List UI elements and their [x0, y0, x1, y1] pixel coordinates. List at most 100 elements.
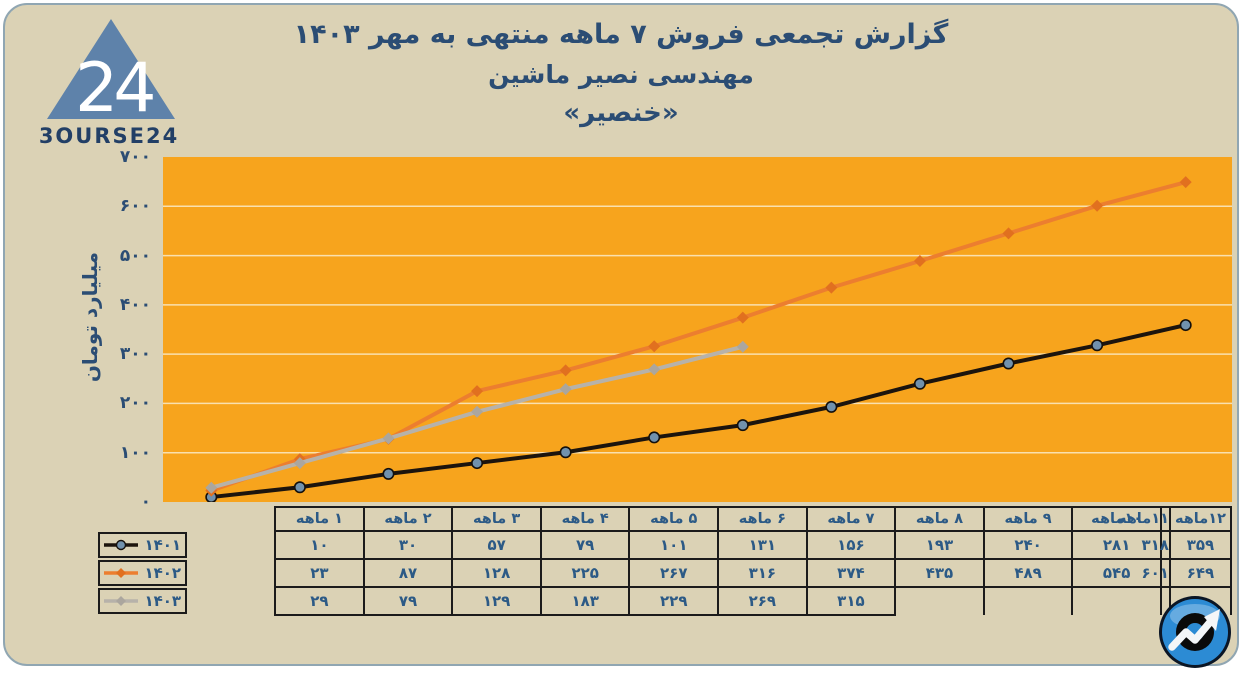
legend-marker-icon [104, 539, 139, 551]
month-header-cell: ۴ ماهه [539, 506, 631, 532]
data-point [559, 446, 572, 459]
value-cell [982, 586, 1074, 615]
legend-marker-icon [104, 596, 139, 606]
data-point [471, 405, 484, 418]
gap-cell [187, 559, 276, 587]
value-cell: ۶۰۱ [1141, 558, 1171, 588]
data-table: ۱۲ماهه ۱۱ماهه ۱۰ماهه ۹ ماهه ۸ ماهه ۷ ماهه ۶ ما… [97, 506, 1232, 616]
y-tick-label: ۴۰۰ [119, 294, 151, 315]
value-cell: ۲۸۱ [1071, 530, 1162, 560]
value-cell: ۲۹ [274, 586, 365, 616]
data-point [559, 383, 572, 396]
gap-cell [187, 587, 276, 615]
value-cell: ۱۵۶ [805, 530, 897, 560]
value-cell [894, 586, 985, 615]
series-line-۱۴۰۱ [209, 323, 1188, 500]
legend-year-label: ۱۴۰۱ [144, 536, 182, 554]
data-point [382, 432, 395, 445]
value-cell: ۳۷۴ [805, 558, 897, 588]
value-cell: ۲۲۵ [539, 558, 631, 588]
value-cell: ۱۰۱ [628, 530, 720, 560]
month-header-cell: ۹ ماهه [982, 506, 1074, 532]
value-cell: ۵۷ [451, 530, 542, 560]
company-name: مهندسی نصیر ماشین [488, 60, 754, 89]
logo-brand-text: 3OURSE24 [39, 124, 179, 148]
value-cell [1071, 586, 1162, 615]
line-chart [163, 176, 1232, 502]
legend-cell: ۱۴۰۲ [98, 559, 187, 587]
data-point [293, 457, 306, 470]
y-tick-label: ۳۰۰ [119, 344, 151, 365]
value-cell: ۳۱۵ [805, 586, 897, 616]
ticker-symbol: «خنصیر» [563, 98, 679, 128]
legend-year-label: ۱۴۰۲ [144, 564, 182, 582]
data-point [471, 457, 484, 470]
data-point [559, 364, 572, 377]
table-header-row: ۱۲ماهه ۱۱ماهه ۱۰ماهه ۹ ماهه ۸ ماهه ۷ ماهه ۶ ما… [98, 506, 1232, 532]
month-header-cell: ۸ ماهه [894, 506, 985, 532]
data-point [736, 311, 749, 324]
value-cell: ۱۲۹ [451, 586, 542, 616]
title-block: گزارش تجمعی فروش ۷ ماهه منتهی به مهر ۱۴۰… [5, 15, 1237, 133]
month-header-cell: ۳ ماهه [451, 506, 542, 532]
month-header-cell: ۱۰ماهه [1071, 506, 1162, 532]
value-cell [1159, 586, 1171, 615]
y-tick-label: ۱۰۰ [119, 442, 151, 463]
legend-key-۱۴۰۱: ۱۴۰۱ [98, 532, 187, 558]
month-header-cell: ۱۱ماهه [1118, 506, 1171, 532]
data-point [1091, 199, 1104, 212]
value-cell: ۴۸۹ [982, 558, 1074, 588]
value-cell: ۷۹ [362, 586, 454, 616]
bourse24-triangle-icon: 24 3OURSE24 [39, 19, 179, 148]
logo-24-numerals: 24 [75, 49, 153, 128]
table-row-۱۴۰۳: ۳۱۵ ۲۶۹ ۲۲۹ ۱۸۳ ۱۲۹ ۷۹ ۲۹ ۱۴۰۳ [98, 586, 1232, 616]
data-point [913, 377, 926, 390]
corner-cell [98, 507, 187, 531]
data-point [825, 281, 838, 294]
month-header-cell: ۵ ماهه [628, 506, 720, 532]
data-point [1179, 176, 1192, 189]
data-point [913, 254, 926, 267]
gap-cell [187, 531, 276, 559]
table-row-۱۴۰۱: ۳۵۹ ۳۱۸ ۲۸۱ ۲۴۰ ۱۹۳ ۱۵۶ ۱۳۱ ۱۰۱ ۷۹ ۵۷ ۳۰ ۱۰ ۱۴۰۱ [98, 530, 1232, 560]
value-cell: ۲۶۹ [717, 586, 808, 616]
y-tick-label: ۵۰۰ [119, 245, 151, 266]
data-point [205, 481, 218, 494]
legend-marker-icon [104, 568, 139, 578]
data-point [648, 340, 661, 353]
data-point [1002, 227, 1015, 240]
gap-cell [187, 507, 276, 531]
value-cell: ۱۰ [274, 530, 365, 560]
month-header-cell: ۶ ماهه [717, 506, 808, 532]
legend-cell: ۱۴۰۱ [98, 531, 187, 559]
page-title: گزارش تجمعی فروش ۷ ماهه منتهی به مهر ۱۴۰… [293, 19, 949, 50]
trend-arrow-icon [1168, 617, 1215, 651]
y-tick-label: ۲۰۰ [119, 393, 151, 414]
value-cell: ۱۹۳ [894, 530, 985, 560]
bourse24-badge-icon [1157, 594, 1233, 670]
value-cell: ۳۱۸ [1141, 530, 1171, 560]
data-point [382, 467, 395, 480]
data-point [648, 363, 661, 376]
value-cell: ۴۳۵ [894, 558, 985, 588]
table-row-۱۴۰۲: ۶۴۹ ۶۰۱ ۵۴۵ ۴۸۹ ۴۳۵ ۳۷۴ ۳۱۶ ۲۶۷ ۲۲۵ ۱۲۸ ۸۷ ۲۳ ۱۴۰۲ [98, 558, 1232, 588]
value-cell: ۲۴۰ [982, 530, 1074, 560]
value-cell: ۲۲۹ [628, 586, 720, 616]
value-cell: ۸۷ [362, 558, 454, 588]
y-axis-tick-labels: ۰ ۱۰۰ ۲۰۰ ۳۰۰ ۴۰۰ ۵۰۰ ۶۰۰ ۷۰۰ [95, 147, 157, 512]
bourse24-logo: 24 3OURSE24 [39, 15, 179, 149]
month-header-cell: ۱۲ماهه [1168, 506, 1232, 532]
legend-key-۱۴۰۳: ۱۴۰۳ [98, 588, 187, 614]
legend-key-۱۴۰۲: ۱۴۰۲ [98, 560, 187, 586]
month-header-cell: ۲ ماهه [362, 506, 454, 532]
data-point [471, 385, 484, 398]
y-tick-label: ۷۰۰ [119, 147, 151, 167]
data-point [825, 400, 838, 413]
report-card: 24 3OURSE24 گزارش تجمعی فروش ۷ ماهه منته… [3, 3, 1239, 668]
data-point [736, 419, 749, 432]
data-point [293, 481, 306, 494]
month-header-cell: ۷ ماهه [805, 506, 897, 532]
value-cell: ۳۱۶ [717, 558, 808, 588]
value-cell: ۱۳۱ [717, 530, 808, 560]
value-cell: ۲۶۷ [628, 558, 720, 588]
